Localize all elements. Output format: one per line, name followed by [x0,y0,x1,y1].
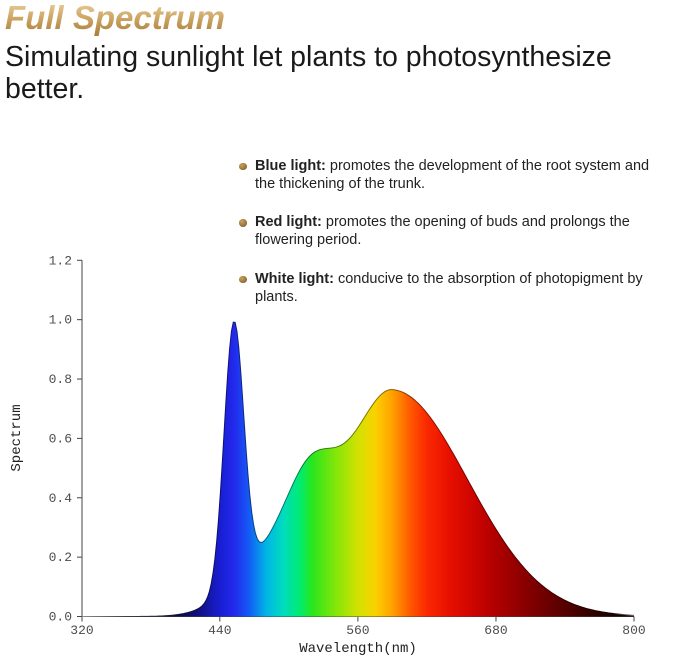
svg-text:800: 800 [622,623,645,638]
svg-text:Spectrum: Spectrum [9,404,25,471]
svg-text:1.2: 1.2 [49,253,72,268]
svg-text:1.0: 1.0 [49,313,72,328]
svg-text:440: 440 [208,623,231,638]
svg-text:0.2: 0.2 [49,550,72,565]
svg-text:560: 560 [346,623,369,638]
svg-text:0.8: 0.8 [49,372,72,387]
svg-text:0.4: 0.4 [49,491,73,506]
svg-text:320: 320 [70,623,93,638]
svg-text:Wavelength(nm): Wavelength(nm) [299,641,417,655]
svg-text:0.6: 0.6 [49,431,72,446]
svg-text:0.0: 0.0 [49,610,72,625]
svg-text:680: 680 [484,623,507,638]
